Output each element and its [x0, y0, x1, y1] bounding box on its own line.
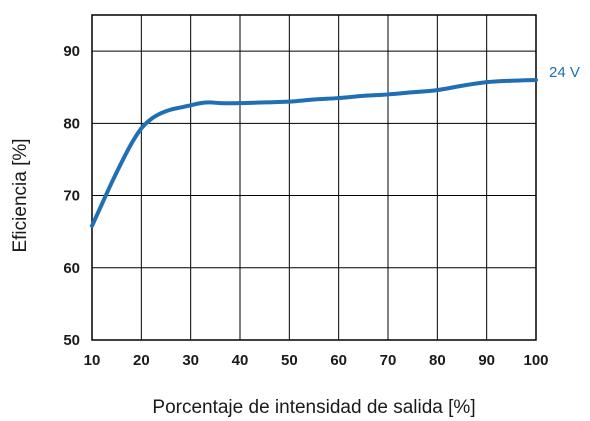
x-tick-label: 80	[429, 352, 446, 369]
series-line-0	[90, 78, 538, 228]
y-tick-label: 70	[63, 188, 80, 205]
y-tick-label: 50	[63, 332, 80, 349]
y-tick-labels: 50 60 70 80 90	[63, 43, 80, 349]
grid	[92, 15, 536, 340]
x-tick-labels: 10 20 30 40 50 60 70 80 90 100	[84, 352, 549, 369]
plot-frame	[91, 14, 537, 341]
x-tick-label: 70	[380, 352, 397, 369]
y-tick-label: 60	[63, 260, 80, 277]
y-tick-label: 80	[63, 115, 80, 132]
series-label: 24 V	[549, 64, 580, 81]
y-axis-label: Eficiencia [%]	[10, 138, 31, 252]
x-tick-label: 60	[330, 352, 347, 369]
x-tick-label: 90	[478, 352, 495, 369]
x-tick-label: 30	[182, 352, 199, 369]
x-tick-label: 50	[281, 352, 298, 369]
series-layer: 24 V	[90, 64, 580, 228]
x-tick-label: 10	[84, 352, 101, 369]
x-tick-label: 20	[133, 352, 150, 369]
x-tick-label: 100	[523, 352, 548, 369]
y-tick-label: 90	[63, 43, 80, 60]
x-axis-label: Porcentaje de intensidad de salida [%]	[152, 397, 475, 418]
x-tick-label: 40	[232, 352, 249, 369]
